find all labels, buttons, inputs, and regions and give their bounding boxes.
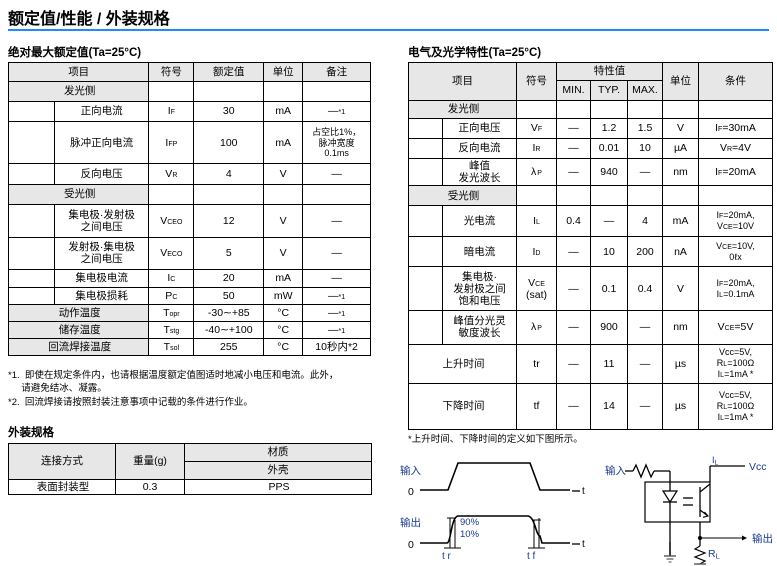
svg-text:0: 0 — [408, 539, 414, 551]
svg-text:输出: 输出 — [400, 516, 421, 529]
svg-text:RL: RL — [708, 548, 720, 561]
svg-text:10%: 10% — [460, 529, 480, 540]
svg-text:90%: 90% — [460, 517, 480, 528]
svg-text:t: t — [582, 486, 585, 497]
svg-text:输出: 输出 — [752, 532, 773, 545]
svg-text:输入: 输入 — [605, 464, 626, 477]
svg-text:t: t — [582, 539, 585, 550]
svg-text:输入: 输入 — [400, 464, 421, 477]
svg-text:t r: t r — [442, 551, 452, 562]
svg-text:t f: t f — [527, 551, 536, 562]
svg-text:Vcc: Vcc — [749, 461, 767, 473]
svg-text:IL: IL — [712, 455, 719, 467]
svg-text:0: 0 — [408, 486, 414, 498]
